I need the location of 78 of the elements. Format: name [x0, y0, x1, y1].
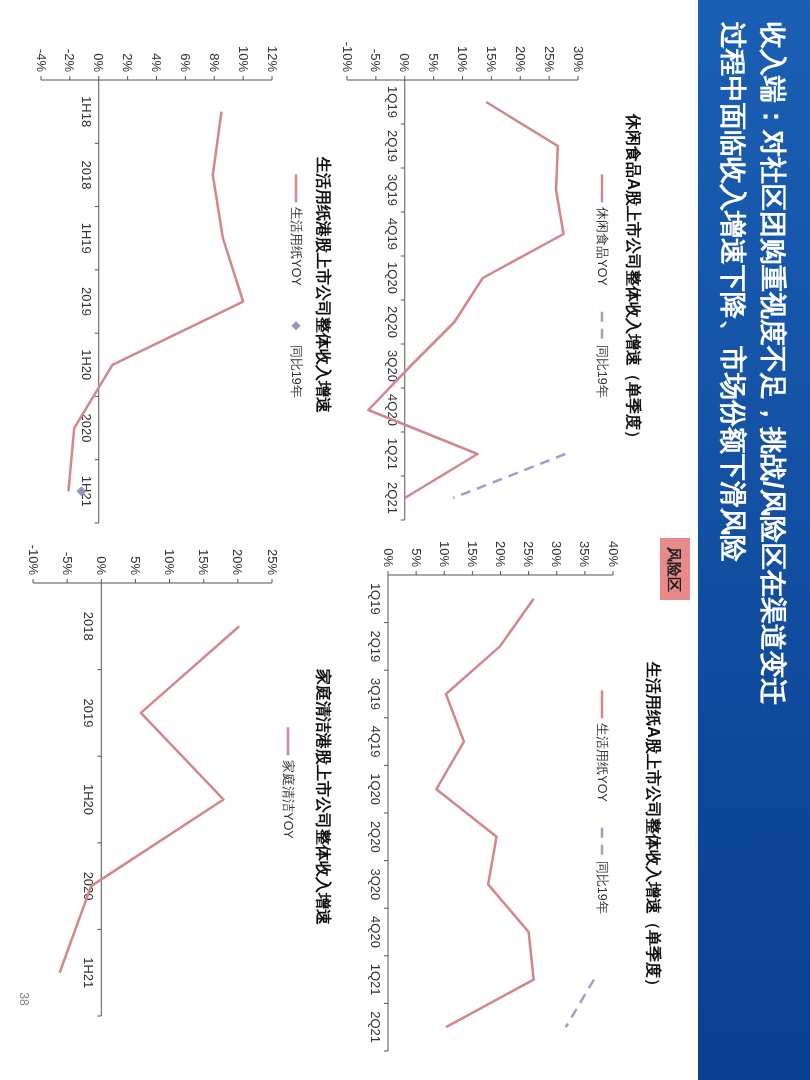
text: 38 [17, 992, 31, 1006]
y-tick-label: 1H20 [78, 349, 94, 381]
x-tick-label: 0% [91, 53, 107, 73]
legend-label: 家庭清洁YOY [280, 760, 296, 840]
x-tick-label: 25% [541, 45, 557, 73]
x-tick-label: 6% [177, 53, 193, 73]
x-tick-label: 20% [493, 540, 508, 568]
x-tick-label: -5% [59, 551, 75, 576]
x-tick-label: 10% [162, 548, 178, 576]
x-tick-label: 30% [549, 540, 565, 568]
x-tick-label: 20% [512, 45, 528, 73]
y-tick-label: 2018 [81, 611, 97, 641]
x-tick-label: -2% [62, 48, 78, 73]
x-tick-label: 5% [426, 53, 442, 73]
y-tick-label: 1Q21 [384, 438, 400, 470]
text: 家庭清洁港股上市公司整体收入增速 [315, 668, 333, 926]
x-tick-label: 25% [264, 548, 280, 576]
y-tick-label: 2019 [78, 287, 94, 316]
x-tick-label: -5% [368, 48, 384, 73]
y-tick-label: 2Q19 [368, 630, 383, 663]
y-tick-label: 1H18 [78, 96, 94, 128]
y-tick-label: 1Q21 [368, 963, 383, 996]
x-tick-label: 8% [206, 53, 222, 73]
x-tick-label: 0% [397, 53, 413, 73]
y-tick-label: 4Q19 [368, 725, 383, 758]
x-tick-label: 30% [570, 45, 586, 73]
y-tick-label: 1Q20 [384, 262, 400, 294]
y-tick-label: 2Q21 [368, 1011, 383, 1044]
x-tick-label: 15% [464, 540, 480, 568]
y-tick-label: 2Q20 [368, 820, 383, 853]
x-tick-label: 20% [230, 548, 246, 576]
y-tick-label: 4Q20 [368, 916, 383, 948]
y-tick-label: 1H19 [78, 222, 94, 254]
legend-label: 生活用纸YOY [288, 207, 303, 287]
x-tick-label: 40% [605, 540, 621, 568]
text: 收入端：对社区团购重视度不足，挑战/风险区在渠道变迁过程中面临收入增速下降、市场份额下滑风险 [718, 21, 788, 705]
y-tick-label: 1H20 [81, 783, 97, 816]
y-tick-label: 1Q19 [384, 86, 400, 118]
y-tick-label: 3Q19 [368, 678, 383, 710]
x-tick-label: -10% [25, 544, 41, 576]
y-tick-label: 1Q20 [368, 773, 383, 806]
x-tick-label: 12% [264, 45, 280, 73]
y-tick-label: 2018 [78, 160, 94, 190]
x-tick-label: 35% [577, 540, 593, 568]
x-tick-label: 15% [196, 548, 212, 576]
y-tick-label: 2019 [81, 698, 97, 728]
x-tick-label: 2% [120, 53, 136, 73]
y-tick-label: 2Q20 [384, 306, 400, 338]
x-tick-label: -10% [339, 41, 355, 73]
y-tick-label: 1H21 [81, 957, 97, 989]
x-tick-label: 10% [436, 540, 452, 568]
x-tick-label: 15% [483, 45, 499, 73]
text: 休闲食品A股上市公司整体收入增速（单季度） [624, 113, 643, 446]
x-tick-label: 5% [408, 548, 424, 568]
x-tick-label: -4% [33, 48, 49, 73]
y-tick-label: 2020 [78, 413, 94, 443]
y-tick-label: 3Q20 [368, 868, 383, 901]
x-tick-label: 25% [521, 540, 537, 568]
y-tick-label: 3Q20 [384, 350, 400, 382]
y-tick-label: 2Q19 [384, 130, 400, 162]
legend-label: 同比19年 [594, 344, 609, 398]
y-tick-label: 1Q19 [368, 582, 383, 615]
x-tick-label: 4% [149, 53, 164, 73]
y-tick-label: 4Q19 [384, 218, 400, 250]
x-tick-label: 10% [235, 45, 251, 73]
x-tick-label: 10% [455, 45, 470, 73]
x-tick-label: 5% [127, 556, 143, 576]
legend-label: 同比19年 [594, 860, 609, 914]
y-tick-label: 3Q19 [384, 174, 400, 206]
legend-label: 同比19年 [288, 344, 303, 398]
text: 生活用纸A股上市公司整体收入增速（单季度） [644, 661, 663, 994]
x-tick-label: 0% [380, 548, 396, 568]
legend-label: 休闲食品YOY [594, 207, 609, 287]
text: 生活用纸港股上市公司整体收入增速 [315, 156, 332, 414]
text: 风险区 [666, 545, 683, 592]
legend-label: 生活用纸YOY [594, 723, 609, 803]
x-tick-label: 0% [93, 556, 109, 576]
y-tick-label: 2Q21 [384, 482, 400, 514]
